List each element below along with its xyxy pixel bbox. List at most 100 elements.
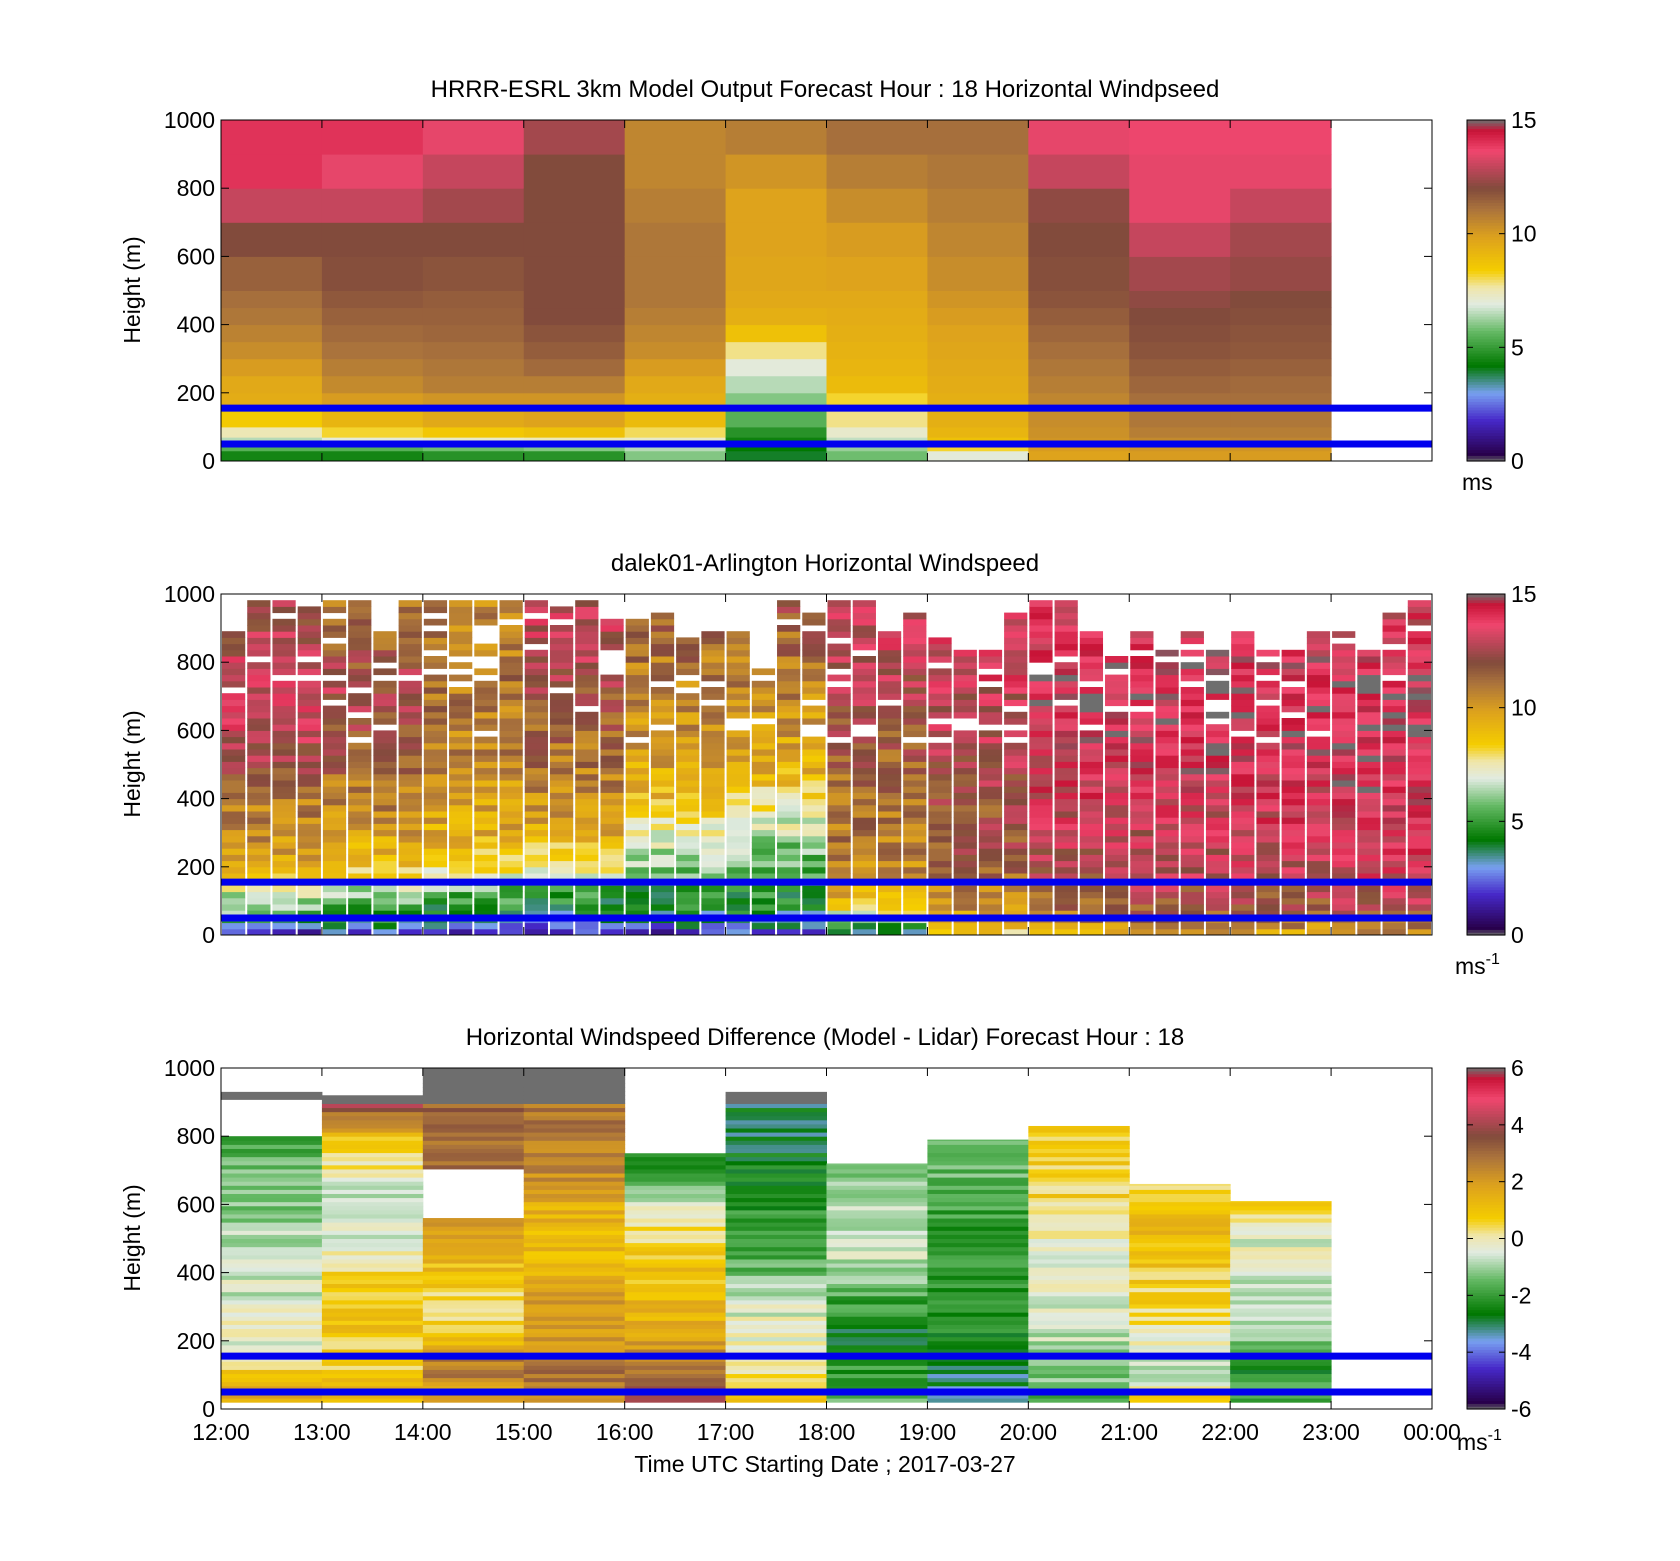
heatmap-cell [549, 798, 574, 806]
heatmap-cell [676, 928, 700, 936]
heatmap-cell [1004, 625, 1028, 632]
heatmap-cell [1306, 631, 1331, 638]
heatmap-cell [624, 1218, 727, 1223]
heatmap-cell [1230, 1287, 1332, 1293]
colorbar-tick-label: 0 [1511, 1226, 1524, 1252]
heatmap-cell [701, 786, 725, 793]
heatmap-cell [297, 842, 321, 849]
heatmap-cell [852, 866, 876, 874]
heatmap-cell [549, 699, 574, 707]
heatmap-cell [1079, 792, 1104, 800]
heatmap-cell [1357, 736, 1381, 744]
heatmap-cell [474, 854, 498, 862]
heatmap-cell [624, 1209, 727, 1215]
heatmap-cell [625, 798, 649, 806]
heatmap-cell [725, 1242, 827, 1248]
heatmap-cell [1130, 804, 1154, 812]
heatmap-cell [1407, 928, 1431, 936]
heatmap-cell [423, 637, 448, 645]
heatmap-cell [1130, 693, 1154, 700]
heatmap-cell [247, 687, 271, 694]
colorbar-segment [1467, 616, 1505, 621]
heatmap-cell [221, 375, 323, 394]
heatmap-cell [422, 341, 525, 360]
heatmap-cell [1054, 668, 1078, 676]
colorbar-segment [1467, 770, 1505, 774]
heatmap-cell [398, 699, 422, 707]
heatmap-cell [600, 897, 624, 905]
heatmap-cell [474, 817, 498, 824]
heatmap-cell [321, 1205, 424, 1211]
heatmap-cell [422, 1091, 525, 1096]
heatmap-cell [474, 910, 498, 917]
heatmap-cell [777, 600, 801, 607]
heatmap-column [1231, 631, 1255, 936]
colorbar-segment [1467, 1099, 1505, 1103]
heatmap-cell [499, 891, 523, 899]
heatmap-cell [953, 885, 977, 893]
colorbar-segment [1467, 120, 1505, 124]
heatmap-cell [575, 848, 599, 855]
colorbar-segment [1467, 327, 1505, 331]
heatmap-cell [827, 811, 851, 818]
heatmap-cell [523, 1068, 626, 1072]
heatmap-cell [1130, 842, 1154, 849]
heatmap-cell [827, 749, 851, 756]
heatmap-cell [297, 761, 321, 769]
heatmap-column [953, 649, 977, 936]
heatmap-cell [499, 842, 523, 849]
heatmap-cell [1357, 910, 1381, 917]
heatmap-cell [1180, 668, 1204, 676]
heatmap-cell [422, 1068, 525, 1072]
heatmap-cell [777, 631, 801, 638]
colorbar-segment [1467, 222, 1505, 226]
heatmap-cell [1054, 649, 1078, 657]
heatmap-cell [297, 897, 321, 905]
heatmap-cell [978, 792, 1003, 800]
colorbar-segment [1467, 744, 1505, 749]
heatmap-cell [1407, 811, 1431, 818]
heatmap-cell [725, 358, 827, 377]
heatmap-cell [321, 1250, 424, 1256]
heatmap-cell [398, 817, 422, 824]
heatmap-cell [877, 817, 902, 824]
heatmap-cell [625, 724, 649, 731]
heatmap-cell [247, 649, 271, 657]
heatmap-cell [1054, 625, 1078, 632]
heatmap-cell [1332, 711, 1356, 719]
heatmap-cell [1306, 711, 1331, 719]
heatmap-cell [474, 811, 498, 818]
heatmap-cell [1180, 817, 1204, 824]
heatmap-cell [1382, 662, 1406, 669]
heatmap-cell [297, 804, 321, 812]
heatmap-cell [474, 885, 498, 893]
heatmap-cell [777, 767, 801, 775]
colorbar-segment [1467, 903, 1505, 908]
colorbar-segment [1467, 1187, 1505, 1191]
heatmap-cell [826, 1312, 928, 1317]
heatmap-cell [725, 1344, 827, 1350]
heatmap-cell [1332, 848, 1356, 855]
heatmap-cell [725, 1385, 827, 1391]
heatmap-cell [726, 755, 750, 762]
heatmap-cell [1357, 718, 1381, 725]
heatmap-cell [422, 1242, 525, 1248]
heatmap-cell [802, 668, 826, 676]
heatmap-cell [1079, 699, 1104, 707]
heatmap-cell [398, 848, 422, 855]
colorbar-segment [1467, 193, 1505, 198]
heatmap-cell [1382, 835, 1406, 843]
heatmap-cell [903, 625, 927, 632]
heatmap-cell [1079, 842, 1104, 849]
heatmap-cell [725, 1369, 827, 1375]
heatmap-cell [1079, 891, 1104, 899]
heatmap-cell [272, 693, 296, 700]
heatmap-cell [1230, 1279, 1332, 1285]
heatmap-cell [927, 1226, 1029, 1231]
heatmap-cell [826, 426, 928, 438]
heatmap-cell [322, 730, 347, 738]
colorbar-segment [1467, 1266, 1505, 1271]
heatmap-cell [1357, 755, 1381, 762]
heatmap-cell [398, 711, 422, 719]
heatmap-cell [575, 804, 599, 812]
